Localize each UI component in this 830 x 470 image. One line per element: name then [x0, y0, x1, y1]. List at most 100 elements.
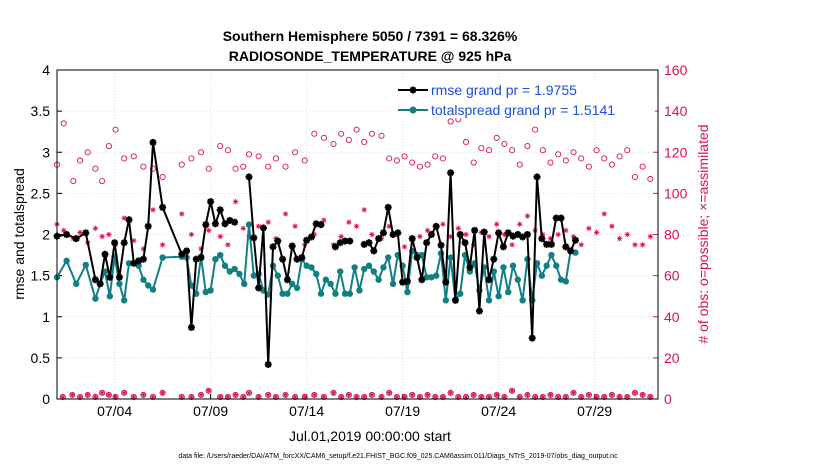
- obs-possible-low-point: [345, 391, 352, 398]
- y2-tick-label: 100: [664, 185, 688, 201]
- rmse-point: [533, 173, 541, 181]
- obs-possible-low-point: [378, 393, 385, 400]
- rmse-point: [365, 239, 373, 247]
- y-tick-label: 0.5: [31, 350, 51, 366]
- plot-area: [53, 116, 654, 400]
- totalspread-point: [202, 288, 210, 296]
- rmse-point: [307, 233, 315, 241]
- rmse-point: [567, 247, 575, 255]
- rmse-point: [466, 263, 474, 271]
- totalspread-point: [341, 290, 349, 297]
- obs-assimilated-low-point: [69, 392, 75, 398]
- obs-possible-point: [255, 153, 262, 160]
- totalspread-point: [385, 254, 392, 261]
- obs-possible-low-point: [59, 393, 66, 400]
- obs-assimilated-low-point: [346, 392, 352, 398]
- obs-assimilated-point: [232, 199, 239, 205]
- obs-assimilated-point: [601, 211, 607, 217]
- obs-possible-low-point: [159, 389, 166, 396]
- obs-possible-low-point: [516, 393, 523, 400]
- obs-possible-point: [470, 159, 477, 166]
- obs-assimilated-low-point: [601, 394, 607, 400]
- obs-assimilated-low-point: [206, 388, 212, 394]
- totalspread-point: [562, 278, 570, 285]
- obs-possible-point: [84, 149, 91, 156]
- totalspread-point: [284, 290, 291, 297]
- rmse-point: [480, 228, 488, 236]
- obs-possible-point: [99, 177, 106, 185]
- obs-possible-point: [345, 136, 352, 143]
- rmse-point: [379, 229, 387, 237]
- obs-assimilated-point: [256, 223, 262, 229]
- totalspread-point: [351, 264, 358, 271]
- x-tick-label: 07/29: [577, 403, 612, 419]
- obs-assimilated-point: [321, 217, 327, 223]
- totalspread-point: [149, 286, 157, 293]
- obs-possible-low-point: [69, 391, 76, 398]
- obs-assimilated-low-point: [60, 394, 66, 400]
- obs-assimilated-point: [106, 231, 112, 238]
- x-tick-label: 07/09: [193, 403, 228, 419]
- totalspread-point: [241, 280, 248, 288]
- rmse-point: [495, 229, 503, 237]
- obs-possible-point: [121, 155, 128, 162]
- rmse-point: [245, 173, 253, 181]
- rmse-point: [490, 255, 498, 263]
- obs-assimilated-point: [624, 231, 630, 238]
- totalspread-point: [485, 297, 493, 304]
- rmse-point: [216, 206, 224, 214]
- legend-rmse-label: rmse grand pr = 1.9755: [431, 82, 577, 98]
- obs-assimilated-point: [463, 231, 469, 238]
- obs-possible-point: [232, 165, 239, 172]
- obs-possible-low-point: [593, 393, 600, 400]
- obs-assimilated-low-point: [478, 394, 484, 400]
- axis-ticks: 00.511.522.533.5402040608010012014016007…: [31, 62, 688, 419]
- totalspread-point: [361, 265, 368, 273]
- obs-possible-point: [70, 177, 77, 185]
- y2-tick-label: 60: [664, 268, 680, 284]
- totalspread-point: [125, 260, 133, 267]
- totalspread-point: [433, 272, 440, 279]
- rmse-point: [547, 240, 555, 248]
- obs-possible-low-point: [624, 393, 631, 400]
- rmse-point: [178, 250, 186, 258]
- y2-axis-label: # of obs: o=possible; ×=assimilated: [695, 124, 711, 343]
- obs-possible-low-point: [478, 393, 485, 400]
- rmse-point: [447, 169, 455, 177]
- obs-assimilated-point: [240, 225, 246, 231]
- rmse-point: [101, 250, 109, 258]
- obs-possible-point: [447, 118, 454, 125]
- obs-possible-point: [130, 153, 137, 160]
- totalspread-point: [116, 280, 123, 288]
- rmse-point: [456, 231, 464, 238]
- totalspread-point: [375, 276, 382, 283]
- obs-assimilated-point: [486, 233, 492, 240]
- obs-possible-low-point: [601, 393, 608, 400]
- obs-possible-low-point: [292, 393, 299, 400]
- obs-assimilated-point: [265, 219, 271, 225]
- obs-assimilated-point: [609, 223, 615, 229]
- obs-assimilated-point: [77, 229, 83, 236]
- obs-assimilated-low-point: [532, 394, 538, 400]
- y2-tick-label: 20: [664, 350, 680, 366]
- rmse-point: [106, 273, 114, 281]
- obs-possible-point: [524, 143, 531, 150]
- y-tick-label: 0: [42, 391, 50, 407]
- totalspread-point: [289, 280, 296, 288]
- totalspread-point: [332, 290, 339, 297]
- obs-assimilated-low-point: [283, 392, 288, 398]
- rmse-point: [303, 236, 311, 244]
- rmse-point: [331, 243, 339, 251]
- obs-possible-low-point: [353, 393, 360, 400]
- obs-possible-point: [301, 157, 308, 164]
- obs-assimilated-low-point: [246, 390, 252, 396]
- totalspread-point: [404, 288, 411, 296]
- obs-assimilated-point: [361, 207, 367, 213]
- totalspread-point: [140, 276, 147, 283]
- obs-possible-low-point: [432, 393, 439, 400]
- y-tick-label: 2.5: [31, 185, 51, 201]
- obs-assimilated-low-point: [632, 390, 638, 396]
- obs-possible-low-point: [393, 393, 400, 400]
- obs-assimilated-point: [593, 229, 600, 236]
- y2-tick-label: 160: [664, 62, 688, 78]
